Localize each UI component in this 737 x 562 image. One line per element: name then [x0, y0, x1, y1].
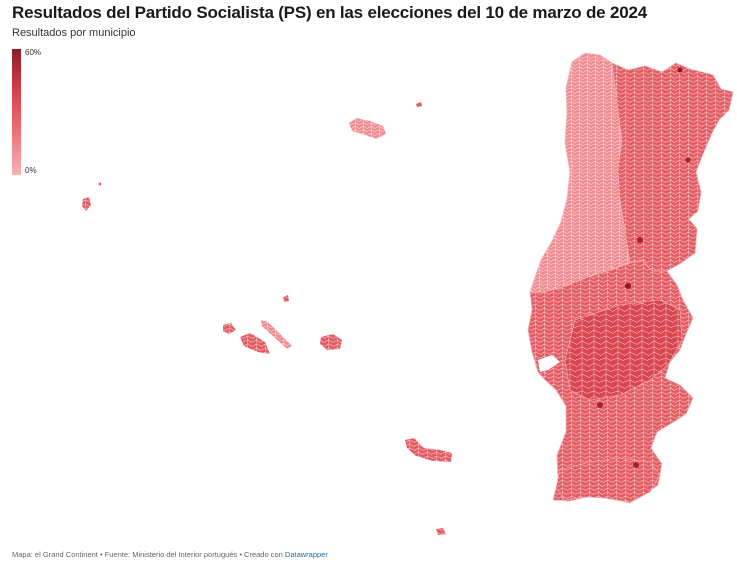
legend-gradient-bar: [12, 49, 21, 175]
region-azores: [82, 182, 452, 535]
footer-text: Mapa: el Grand Continent • Fuente: Minis…: [12, 550, 285, 559]
island-pico: [240, 333, 270, 354]
island-flores: [82, 197, 91, 211]
choropleth-map: [82, 52, 734, 535]
island-corvo: [98, 182, 101, 186]
color-legend: 60% 0%: [12, 48, 52, 177]
mainland-algarve: [555, 457, 661, 503]
island-porto-santo: [416, 102, 422, 107]
island-sao-jorge: [261, 320, 292, 349]
footer-credits: Mapa: el Grand Continent • Fuente: Minis…: [12, 550, 328, 559]
mainland-north-interior: [611, 62, 734, 272]
island-sao-miguel: [405, 438, 452, 462]
region-portugal-continental: [527, 52, 734, 504]
legend-min-label: 0%: [25, 166, 37, 175]
island-graciosa: [283, 295, 289, 302]
chart-subtitle: Resultados por municipio: [12, 27, 136, 39]
mainland-alentejo: [564, 299, 683, 401]
island-madeira: [349, 118, 386, 139]
island-santa-maria: [436, 528, 446, 535]
chart-title: Resultados del Partido Socialista (PS) e…: [12, 3, 647, 22]
island-terceira: [320, 334, 342, 350]
datawrapper-link[interactable]: Datawrapper: [284, 550, 328, 559]
region-madeira: [349, 102, 422, 139]
island-faial: [223, 323, 236, 334]
legend-max-label: 60%: [25, 48, 42, 57]
lisbon-estuary: [538, 355, 560, 372]
